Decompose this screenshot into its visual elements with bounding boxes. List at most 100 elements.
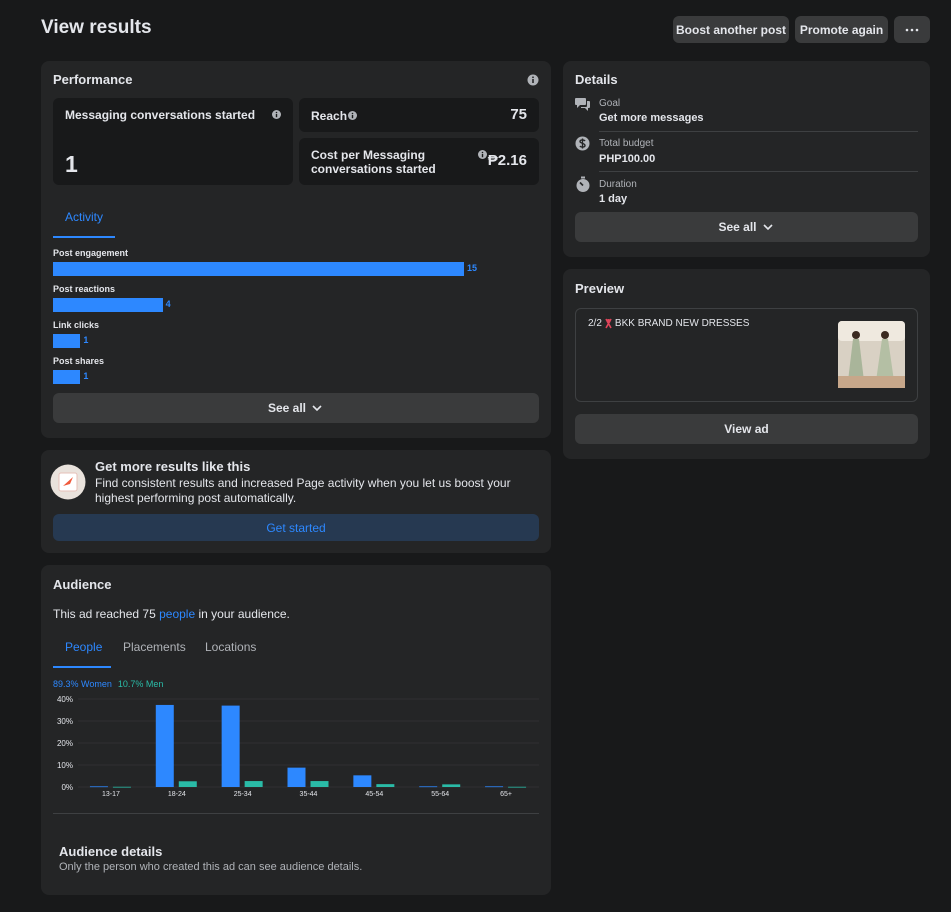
see-all-button[interactable]: See all <box>53 393 539 423</box>
bar <box>353 775 372 787</box>
summary-text: This ad reached <box>53 607 140 621</box>
metric-value: 1 <box>65 151 78 177</box>
button-label: See all <box>718 220 757 234</box>
metric-value: ₱2.16 <box>487 152 527 169</box>
legend-entry: 89.3% Women <box>53 679 112 689</box>
x-tick-label: 55-64 <box>431 791 449 798</box>
x-tick-label: 65+ <box>500 791 512 798</box>
bar <box>112 786 131 788</box>
age-chart: 0% 10% 20% 30% 40% 13-17 18-24 25-34 35-44 45-54 5… <box>57 695 539 798</box>
card-title: Performance <box>53 72 133 87</box>
value-label: 1 <box>83 371 89 381</box>
people-link[interactable]: people <box>159 607 196 621</box>
tab[interactable]: Locations <box>205 640 257 654</box>
bar <box>155 704 174 787</box>
view-ad-button[interactable]: View ad <box>575 414 918 444</box>
post-prefix: 2/2 <box>588 318 602 329</box>
info-icon[interactable] <box>272 110 281 119</box>
bar <box>53 334 81 348</box>
bar <box>419 786 438 788</box>
item-value: 1 day <box>599 193 628 205</box>
page-title: View results <box>41 17 152 38</box>
get-started-button[interactable]: Get started <box>53 514 539 541</box>
x-tick-label: 13-17 <box>102 791 120 798</box>
more-icon <box>905 28 919 31</box>
bar <box>287 767 306 787</box>
tab-underline <box>53 236 115 238</box>
value-label: 15 <box>467 263 478 273</box>
metric-box <box>53 98 293 185</box>
info-icon[interactable] <box>348 111 357 120</box>
bar <box>485 786 504 788</box>
bar-label: Post shares <box>53 356 105 366</box>
boost-button[interactable]: Boost another post <box>673 16 789 43</box>
item-label: Goal <box>599 98 621 109</box>
item-label: Total budget <box>599 138 654 149</box>
bar-label: Link clicks <box>53 320 100 330</box>
metric-box <box>299 138 539 185</box>
audience-summary: This ad reached 75 people in your audien… <box>53 607 290 621</box>
tab[interactable]: Placements <box>123 640 186 654</box>
y-tick-label: 30% <box>57 717 73 726</box>
chevron <box>762 224 773 231</box>
divider <box>599 131 918 132</box>
bar <box>53 262 464 276</box>
promo-icon <box>50 464 86 500</box>
post-emoji <box>605 318 612 329</box>
bar <box>221 705 240 787</box>
bar <box>53 370 81 384</box>
legend: 89.3% Women 10.7% Men <box>53 679 163 689</box>
y-tick-label: 20% <box>57 739 73 748</box>
budget-icon <box>575 136 590 151</box>
button-label: See all <box>267 401 307 415</box>
audience-card <box>41 565 551 895</box>
card-title: Audience <box>53 577 112 592</box>
tab-underline <box>53 666 111 668</box>
bar <box>310 781 329 787</box>
card-title: Details <box>575 72 618 87</box>
metric-value: 75 <box>510 106 527 123</box>
metric-label: Cost per Messaging conversations started <box>311 148 436 176</box>
bar-label: Post engagement <box>53 248 129 258</box>
bar <box>178 781 197 787</box>
y-tick-label: 40% <box>57 695 73 704</box>
y-tick-label: 0% <box>61 783 73 792</box>
divider <box>53 813 539 814</box>
bar <box>508 786 527 788</box>
x-tick-label: 45-54 <box>365 791 383 798</box>
promo-title: Get more results like this <box>95 459 251 474</box>
value-label: 1 <box>83 335 89 345</box>
post-text: 2/2 BKK BRAND NEW DRESSES <box>588 318 749 329</box>
metric-label: Messaging conversations started <box>65 108 256 122</box>
bar <box>244 781 263 787</box>
info-icon[interactable] <box>478 150 487 159</box>
summary-text: in your audience. <box>198 607 290 621</box>
post-preview[interactable] <box>575 308 918 402</box>
bar <box>89 786 108 788</box>
post-caption: BKK BRAND NEW DRESSES <box>614 318 750 329</box>
value-label: 4 <box>165 299 171 309</box>
see-all-button[interactable]: See all <box>575 212 918 242</box>
section-text: Only the person who created this ad can … <box>59 861 363 873</box>
x-tick-label: 35-44 <box>300 791 318 798</box>
duration-icon <box>576 176 590 192</box>
reach-value: 75 <box>142 607 156 621</box>
info-icon[interactable] <box>527 74 539 86</box>
goal-icon <box>575 98 590 111</box>
promo-description: Find consistent results and increased Pa… <box>95 476 511 505</box>
promote-button[interactable]: Promote again <box>795 16 888 43</box>
post-image <box>838 321 905 388</box>
y-tick-label: 10% <box>57 761 73 770</box>
bar <box>442 784 461 787</box>
legend-entry: 10.7% Men <box>117 679 164 689</box>
bar <box>53 298 163 312</box>
tab-active[interactable]: Activity <box>65 210 104 224</box>
more-button[interactable] <box>894 16 930 43</box>
divider <box>599 171 918 172</box>
tab-active[interactable]: People <box>65 640 103 654</box>
x-tick-label: 25-34 <box>234 791 252 798</box>
x-tick-label: 18-24 <box>168 791 186 798</box>
section-title: Audience details <box>59 844 163 859</box>
